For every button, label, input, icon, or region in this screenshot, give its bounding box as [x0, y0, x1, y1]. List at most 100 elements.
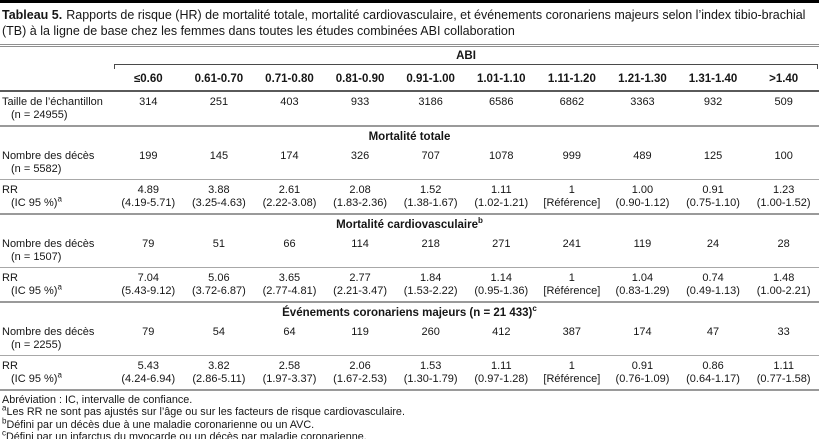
column-header-abi-range: ≤0.60: [113, 68, 184, 92]
rr-value-cell: 1 [Référence]: [536, 178, 608, 214]
rr-value-cell: 1 [Référence]: [536, 354, 608, 389]
count-value-cell: 24: [706, 237, 720, 250]
count-value-cell: 114: [351, 237, 369, 250]
count-value-cell: 54: [212, 325, 226, 338]
table-row-section: Mortalité totale: [0, 124, 819, 146]
row-label-footnote-mark: a: [57, 281, 62, 291]
rr-value-cell: 1.84 (1.53-2.22): [395, 266, 466, 302]
count-value-cell: 6862: [559, 95, 585, 108]
count-value-cell: 999: [562, 149, 582, 162]
section-header-cell: Mortalité totale: [0, 124, 819, 146]
section-header-label: Mortalité totale: [368, 130, 451, 143]
footnote-text: Défini par un infarctus du myocarde ou u…: [6, 431, 367, 439]
row-label-cell: Nombre des décès (n = 2255): [0, 322, 113, 356]
rr-value-cell: 2.08 (1.83-2.36): [324, 178, 396, 214]
section-header-footnote-mark: b: [478, 215, 483, 225]
column-header-abi-range: 1.21-1.30: [607, 68, 678, 92]
count-value-cell: 66: [283, 237, 296, 250]
rr-value-cell: 2.61 (2.22-3.08): [254, 178, 325, 214]
rr-value-cell: 4.89 (4.19-5.71): [113, 178, 184, 214]
footnote-c: cDéfini par un infarctus du myocarde ou …: [2, 429, 817, 439]
table-row-count: Nombre des décès (n = 1507) 79 51 66 114 218 27…: [0, 234, 819, 268]
rr-value-cell: 2.58 (1.97-3.37): [254, 354, 325, 389]
rr-value-cell: 0.91 (0.76-1.09): [607, 354, 678, 389]
table-row-count: Nombre des décès (n = 2255) 79 54 64 119 260 41…: [0, 322, 819, 356]
row-label-cell: Taille de l’échantillon (n = 24955): [0, 91, 113, 126]
count-value-cell: 932: [703, 95, 723, 108]
column-header-abi-range: 1.11-1.20: [536, 68, 608, 92]
row-sublabel: (n = 24955): [11, 108, 68, 121]
column-header-abi-range: 1.01-1.10: [465, 68, 537, 92]
footnote-abbreviation: Abréviation : IC, intervalle de confianc…: [2, 394, 817, 407]
count-value-cell: 33: [777, 325, 790, 338]
count-value-cell: 218: [421, 237, 440, 250]
rr-value-cell: 5.06 (3.72-6.87): [183, 266, 255, 302]
count-value-cell: 125: [703, 149, 723, 162]
abi-table: ABI ≤0.60 0.61-0.70 0.71-0.80 0.81-0.90 0.91…: [0, 47, 819, 389]
row-label-cell: RR (IC 95 %)a: [0, 178, 113, 214]
table-title-text: Rapports de risque (HR) de mortalité tot…: [2, 8, 806, 39]
section-header-cell: Mortalité cardiovasculaireb: [0, 212, 819, 234]
count-value-cell: 326: [350, 149, 370, 162]
spanner-empty-cell: [0, 47, 113, 69]
row-label-cell: Nombre des décès (n = 1507): [0, 234, 113, 268]
column-header-row: ≤0.60 0.61-0.70 0.71-0.80 0.81-0.90 0.91-1.0…: [0, 68, 819, 92]
count-value-cell: 412: [492, 325, 511, 338]
count-value-cell: 509: [774, 95, 793, 108]
rr-value-cell: 0.74 (0.49-1.13): [677, 266, 749, 302]
section-header-label: Événements coronariens majeurs (n = 21 4…: [282, 306, 533, 319]
footnote-text: Abréviation : IC, intervalle de confianc…: [2, 393, 193, 406]
rr-value-cell: 1.00 (0.90-1.12): [607, 178, 678, 214]
count-value-cell: 199: [139, 149, 158, 162]
footnote-a: aLes RR ne sont pas ajustés sur l’âge ou…: [2, 404, 817, 419]
count-value-cell: 387: [562, 325, 582, 338]
rr-value-cell: 1.48 (1.00-2.21): [748, 266, 819, 302]
rr-value-cell: 0.86 (0.64-1.17): [677, 354, 749, 389]
count-value-cell: 403: [280, 95, 299, 108]
count-value-cell: 271: [492, 237, 511, 250]
row-label-footnote-mark: a: [57, 369, 62, 379]
abi-spanner-cell: ABI: [113, 47, 819, 69]
column-header-abi-range: 1.31-1.40: [677, 68, 749, 92]
rr-value-cell: 1.23 (1.00-1.52): [748, 178, 819, 214]
footnote-text: Défini par un décès due à une maladie co…: [6, 418, 315, 431]
table-title: Tableau 5. Rapports de risque (HR) de mor…: [0, 3, 819, 47]
table-row-section: Événements coronariens majeurs (n = 21 4…: [0, 300, 819, 322]
count-value-cell: 47: [706, 325, 720, 338]
row-label-cell: Nombre des décès (n = 5582): [0, 146, 113, 180]
footnote-sup: b: [2, 416, 7, 426]
spanner-row: ABI: [0, 47, 819, 69]
rr-value-cell: 1.53 (1.30-1.79): [395, 354, 466, 389]
rr-value-cell: 3.82 (2.86-5.11): [183, 354, 255, 389]
count-value-cell: 119: [633, 237, 652, 250]
rr-value-cell: 1.14 (0.95-1.36): [465, 266, 537, 302]
row-sublabel: (IC 95 %)a: [11, 369, 62, 385]
rr-value-cell: 3.65 (2.77-4.81): [254, 266, 325, 302]
section-header-footnote-mark: c: [532, 303, 537, 313]
section-header-cell: Événements coronariens majeurs (n = 21 4…: [0, 300, 819, 322]
count-value-cell: 489: [633, 149, 652, 162]
count-value-cell: 933: [350, 95, 370, 108]
rr-value-cell: 1.04 (0.83-1.29): [607, 266, 678, 302]
rr-value-cell: 1.52 (1.38-1.67): [395, 178, 466, 214]
count-value-cell: 28: [777, 237, 790, 250]
rr-value-cell: 1 [Référence]: [536, 266, 608, 302]
row-label-cell: RR (IC 95 %)a: [0, 266, 113, 302]
table-row-count: Taille de l’échantillon (n = 24955) 314 251…: [0, 91, 819, 126]
count-value-cell: 51: [212, 237, 226, 250]
row-sublabel: (n = 5582): [11, 162, 62, 175]
section-header-label: Mortalité cardiovasculaire: [336, 218, 478, 231]
table-row-rr: RR (IC 95 %)a 4.89 (4.19-5.71) 3.88 (3.25-4.6…: [0, 178, 819, 214]
abi-spanner-label: ABI: [456, 49, 476, 62]
rr-value-cell: 1.11 (1.02-1.21): [465, 178, 537, 214]
rr-value-cell: 1.11 (0.97-1.28): [465, 354, 537, 389]
footnotes: Abréviation : IC, intervalle de confianc…: [0, 388, 819, 439]
count-value-cell: 3186: [418, 95, 443, 108]
count-value-cell: 241: [562, 237, 582, 250]
table-row-rr: RR (IC 95 %)a 5.43 (4.24-6.94) 3.82 (2.86-5.1…: [0, 354, 819, 389]
column-header-abi-range: >1.40: [748, 68, 819, 92]
table-title-label: Tableau 5.: [2, 8, 63, 22]
abi-spanner-bracket: [114, 63, 818, 69]
footnote-b: bDéfini par un décès due à une maladie c…: [2, 416, 817, 432]
count-value-cell: 314: [139, 95, 158, 108]
